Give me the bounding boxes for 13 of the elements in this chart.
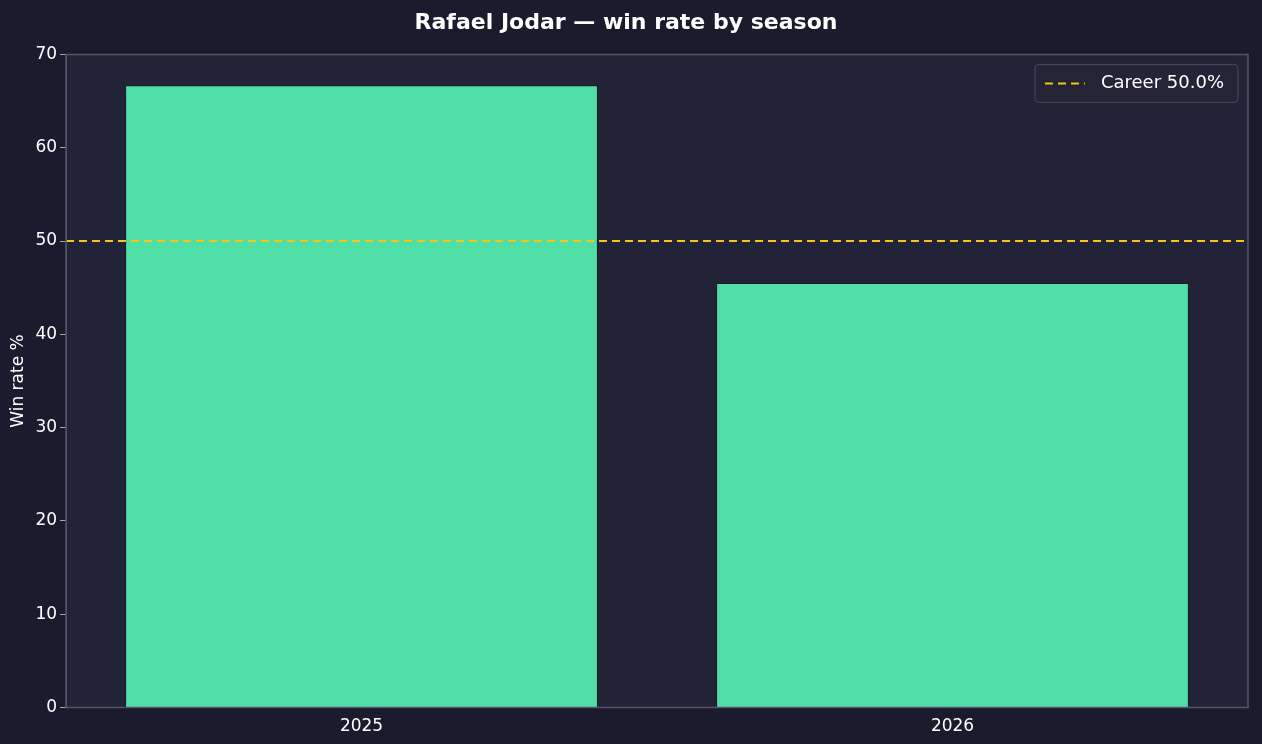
x-tick-label: 2025 — [339, 715, 384, 736]
y-tick-label: 0 — [46, 696, 58, 717]
y-tick-label: 50 — [35, 229, 58, 250]
y-tick-label: 20 — [35, 509, 58, 530]
x-tick-label: 2026 — [930, 715, 975, 736]
y-tick-label: 70 — [35, 42, 58, 63]
y-axis-title: Win rate % — [6, 334, 27, 428]
chart-title: Rafael Jodar — win rate by season — [414, 8, 838, 34]
y-tick-label: 30 — [35, 416, 58, 437]
y-tick-label: 40 — [35, 322, 58, 343]
y-tick-label: 60 — [35, 136, 58, 157]
legend-label: Career 50.0% — [1100, 71, 1225, 93]
y-tick-label: 10 — [35, 602, 58, 623]
